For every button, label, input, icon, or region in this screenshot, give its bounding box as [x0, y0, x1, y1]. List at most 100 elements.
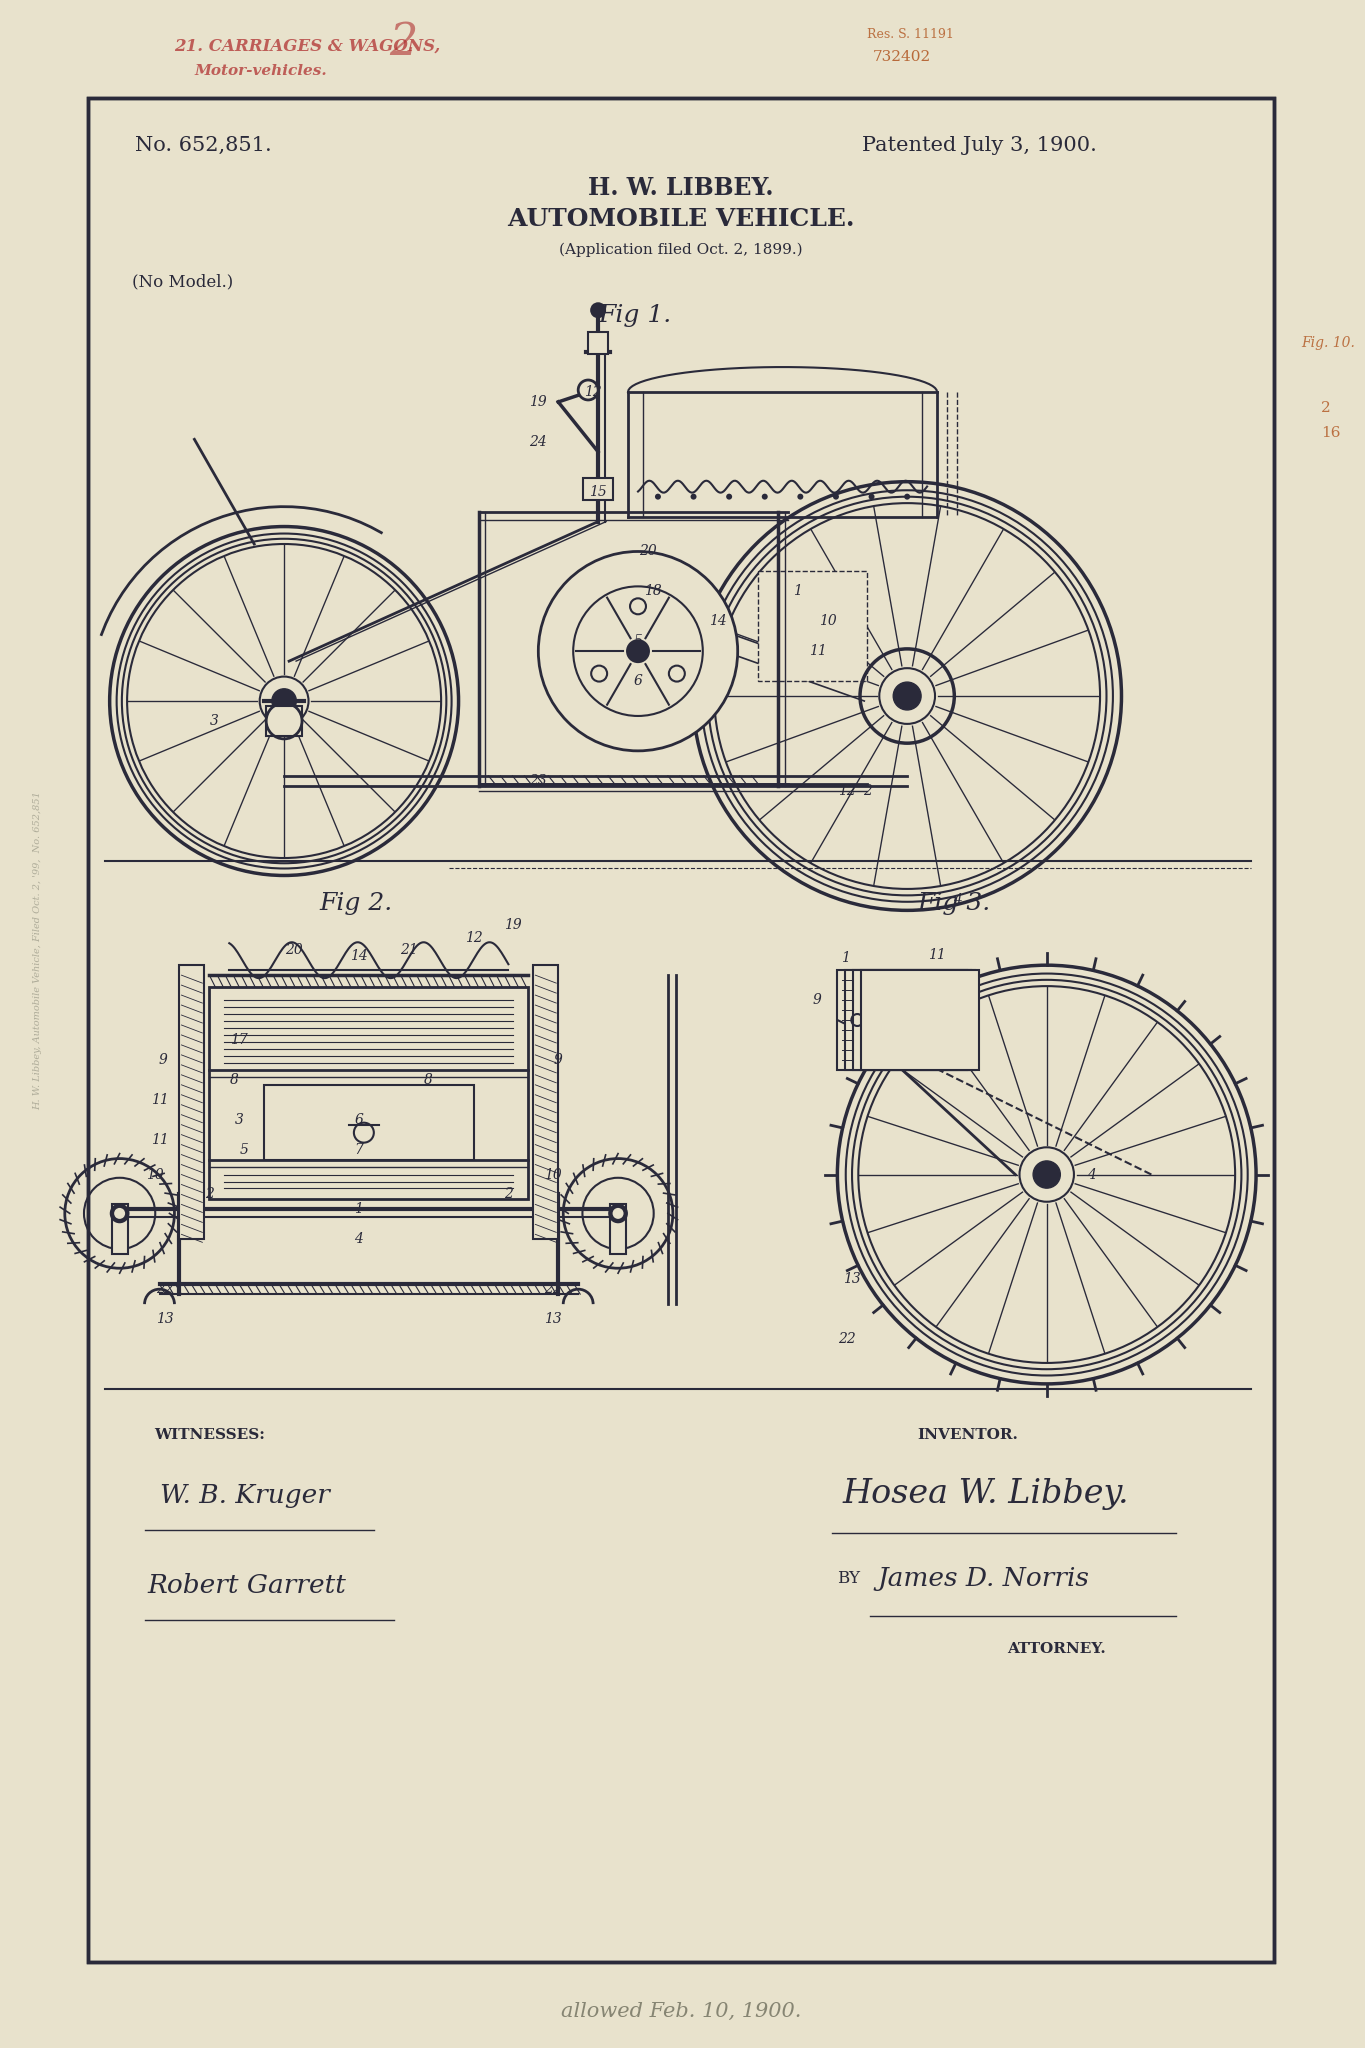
Circle shape — [538, 551, 737, 752]
Text: 21: 21 — [400, 944, 418, 956]
Text: 13: 13 — [156, 1313, 173, 1325]
Text: Fig 1.: Fig 1. — [598, 305, 672, 328]
Circle shape — [573, 586, 703, 717]
Text: 2: 2 — [389, 20, 418, 63]
Text: Fig. 10.: Fig. 10. — [1301, 336, 1355, 350]
Text: Patented July 3, 1900.: Patented July 3, 1900. — [863, 135, 1097, 156]
Circle shape — [833, 494, 839, 500]
Bar — [112, 1204, 127, 1253]
Text: 732402: 732402 — [872, 49, 931, 63]
Bar — [534, 965, 558, 1239]
Circle shape — [109, 1204, 130, 1223]
Text: 4: 4 — [355, 1233, 363, 1247]
Bar — [588, 332, 607, 354]
Bar — [845, 971, 971, 1069]
Text: 10: 10 — [819, 614, 837, 629]
Circle shape — [893, 682, 921, 711]
Text: 9: 9 — [158, 1053, 167, 1067]
Text: 5: 5 — [633, 635, 643, 649]
Text: 11: 11 — [928, 948, 946, 963]
Bar — [583, 477, 613, 500]
Circle shape — [726, 494, 732, 500]
Text: 5: 5 — [240, 1143, 248, 1157]
Text: 24: 24 — [530, 434, 547, 449]
Text: Hosea W. Libbey.: Hosea W. Libbey. — [842, 1479, 1129, 1511]
Text: INVENTOR.: INVENTOR. — [917, 1427, 1018, 1442]
Circle shape — [904, 494, 910, 500]
Circle shape — [272, 688, 296, 713]
Circle shape — [590, 303, 606, 317]
Text: 7: 7 — [355, 1143, 363, 1157]
Text: 17: 17 — [231, 1032, 248, 1047]
Text: James D. Norris: James D. Norris — [878, 1567, 1089, 1591]
Text: Res. S. 11191: Res. S. 11191 — [867, 29, 954, 41]
Text: 22: 22 — [545, 1282, 562, 1296]
Text: 20: 20 — [639, 545, 657, 559]
Text: 10: 10 — [146, 1167, 164, 1182]
Text: 1: 1 — [793, 584, 803, 598]
Circle shape — [655, 494, 661, 500]
Text: 3: 3 — [210, 715, 218, 727]
Text: 12: 12 — [838, 784, 856, 799]
Text: 1: 1 — [841, 950, 850, 965]
Text: 1: 1 — [355, 1202, 363, 1217]
Text: BY: BY — [837, 1571, 860, 1587]
Circle shape — [691, 494, 696, 500]
Text: 8: 8 — [229, 1073, 239, 1087]
Bar — [266, 707, 302, 735]
Text: 12: 12 — [464, 932, 482, 946]
Text: 2: 2 — [863, 784, 872, 799]
Circle shape — [115, 1208, 126, 1219]
Text: 3: 3 — [235, 1112, 244, 1126]
Text: ATTORNEY.: ATTORNEY. — [1007, 1642, 1106, 1657]
Text: 2: 2 — [1321, 401, 1331, 416]
Text: 11: 11 — [150, 1133, 168, 1147]
Text: 23: 23 — [530, 774, 547, 788]
Text: 8: 8 — [425, 1073, 433, 1087]
Bar — [853, 971, 975, 1069]
Text: 9: 9 — [554, 1053, 562, 1067]
Text: 4: 4 — [953, 893, 961, 907]
Text: Motor-vehicles.: Motor-vehicles. — [194, 63, 328, 78]
Text: 6: 6 — [633, 674, 643, 688]
Text: 22: 22 — [838, 1331, 856, 1346]
Text: 11: 11 — [150, 1094, 168, 1106]
Text: 2: 2 — [504, 1188, 513, 1202]
Text: 18: 18 — [644, 584, 662, 598]
Text: 19: 19 — [530, 395, 547, 410]
Bar — [265, 1085, 474, 1159]
Bar — [209, 987, 528, 1200]
Text: allowed Feb. 10, 1900.: allowed Feb. 10, 1900. — [561, 2001, 801, 2021]
Bar — [837, 971, 966, 1069]
Text: 10: 10 — [545, 1167, 562, 1182]
Text: 6: 6 — [355, 1112, 363, 1126]
Bar — [87, 98, 1274, 1962]
Circle shape — [609, 1204, 628, 1223]
Bar — [610, 1204, 627, 1253]
Text: H. W. LIBBEY.: H. W. LIBBEY. — [588, 176, 774, 199]
Text: 11: 11 — [808, 645, 826, 657]
Circle shape — [762, 494, 767, 500]
Text: AUTOMOBILE VEHICLE.: AUTOMOBILE VEHICLE. — [508, 207, 854, 231]
Bar — [179, 965, 205, 1239]
Text: WITNESSES:: WITNESSES: — [154, 1427, 265, 1442]
Text: 4: 4 — [1087, 1167, 1096, 1182]
Text: 13: 13 — [545, 1313, 562, 1325]
Text: 19: 19 — [505, 918, 523, 932]
Bar — [861, 971, 979, 1069]
Circle shape — [613, 1208, 624, 1219]
Text: W. B. Kruger: W. B. Kruger — [160, 1483, 329, 1509]
Circle shape — [797, 494, 804, 500]
Text: 2: 2 — [205, 1188, 214, 1202]
Text: 15: 15 — [590, 485, 607, 498]
Text: No. 652,851.: No. 652,851. — [135, 135, 272, 156]
Circle shape — [1033, 1161, 1061, 1188]
Text: Fig 3.: Fig 3. — [917, 893, 991, 915]
Text: 12: 12 — [584, 385, 602, 399]
Bar — [758, 571, 867, 682]
Text: Fig 2.: Fig 2. — [319, 893, 392, 915]
Text: 14: 14 — [708, 614, 726, 629]
Text: 13: 13 — [844, 1272, 861, 1286]
Text: 14: 14 — [349, 948, 367, 963]
Text: H. W. Libbey, Automobile Vehicle, Filed Oct. 2, '99,  No. 652,851: H. W. Libbey, Automobile Vehicle, Filed … — [33, 791, 42, 1110]
